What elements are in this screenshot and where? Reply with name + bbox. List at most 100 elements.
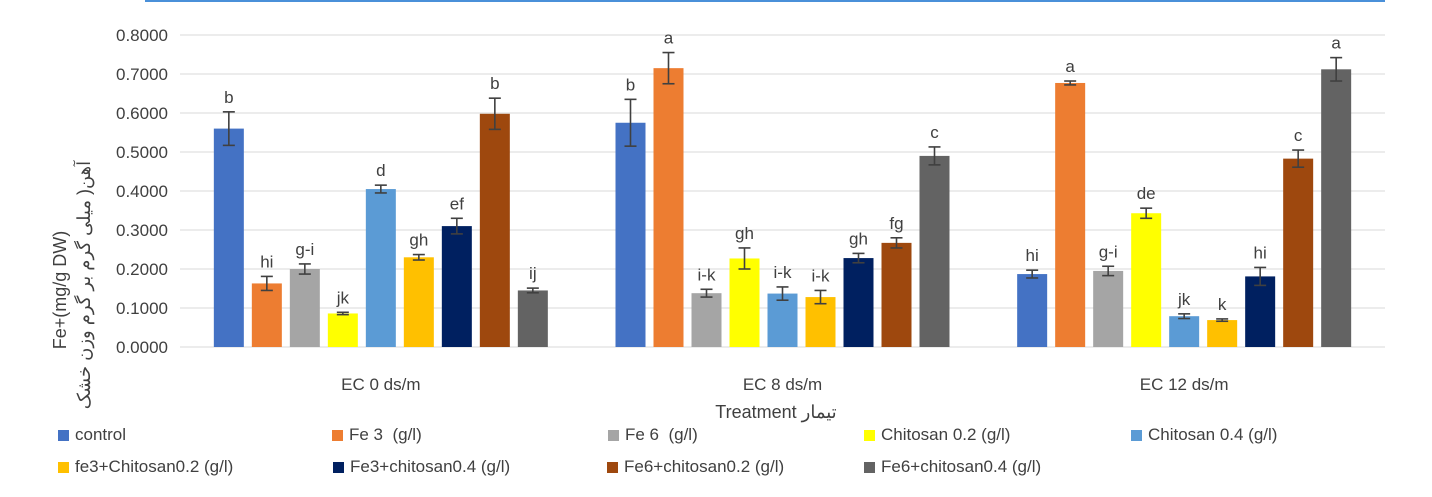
category-label: EC 0 ds/m — [341, 375, 420, 394]
bar — [517, 290, 548, 347]
y-tick-label: 0.5000 — [116, 143, 168, 162]
error-bar — [890, 237, 903, 249]
legend-item: Chitosan 0.4 (g/l) — [1131, 425, 1277, 445]
bar — [327, 313, 358, 347]
bar — [691, 293, 722, 347]
error-bar — [260, 275, 273, 292]
bar — [1169, 316, 1200, 347]
error-bar — [222, 111, 235, 147]
legend-label: Chitosan 0.2 (g/l) — [881, 425, 1011, 444]
error-bar — [1292, 149, 1305, 169]
data-label: a — [664, 29, 674, 48]
error-bar — [738, 247, 751, 270]
data-label: jk — [1177, 290, 1191, 309]
bar — [805, 297, 836, 347]
bar — [843, 258, 874, 347]
error-bar — [298, 263, 311, 275]
error-bar — [624, 98, 637, 147]
bar — [1017, 274, 1048, 347]
error-bar — [1178, 313, 1191, 320]
data-label: de — [1137, 184, 1156, 203]
data-label: i-k — [774, 263, 792, 282]
bar — [653, 68, 684, 348]
error-bar — [1064, 80, 1077, 86]
data-label: d — [376, 161, 385, 180]
legend-swatch — [607, 461, 618, 473]
error-bar — [1254, 266, 1267, 287]
bars — [213, 68, 1352, 348]
data-label: jk — [336, 288, 350, 307]
legend-label: Fe 3 (g/l) — [349, 425, 422, 444]
legend: control Fe 3 (g/l) Fe 6 (g/l) Chitosan 0.2 … — [58, 425, 1418, 487]
legend-label: fe3+Chitosan0.2 (g/l) — [75, 457, 234, 476]
error-bar — [928, 146, 941, 166]
error-bar — [374, 184, 387, 194]
y-tick-label: 0.6000 — [116, 104, 168, 123]
bar — [767, 293, 798, 347]
data-label: i-k — [698, 265, 716, 284]
legend-label: Fe 6 (g/l) — [625, 425, 698, 444]
data-label: g-i — [295, 240, 314, 259]
bar — [1245, 276, 1276, 347]
bar — [403, 257, 434, 347]
data-label: c — [1294, 126, 1303, 145]
error-bar — [412, 253, 425, 261]
error-bar — [852, 252, 865, 264]
legend-swatch — [608, 429, 619, 441]
data-label: ij — [529, 264, 537, 283]
bar — [1055, 82, 1086, 347]
legend-swatch — [332, 429, 343, 441]
data-label: hi — [260, 252, 273, 271]
error-bar — [662, 51, 675, 85]
data-label: b — [626, 75, 635, 94]
error-bar — [776, 286, 789, 302]
legend-label: Chitosan 0.4 (g/l) — [1148, 425, 1278, 444]
y-axis-title-persian: آهن( میلی گرم بر گرم وزن خشک — [73, 160, 95, 409]
data-label: gh — [849, 229, 868, 248]
error-bar — [336, 311, 349, 316]
legend-item: Fe3+chitosan0.4 (g/l) — [333, 457, 510, 477]
error-bar — [450, 217, 463, 235]
category-label: EC 8 ds/m — [743, 375, 822, 394]
legend-label: control — [75, 425, 127, 444]
bar — [1131, 213, 1162, 347]
legend-swatch — [864, 461, 875, 473]
data-label: gh — [409, 231, 428, 250]
legend-item: Fe 6 (g/l) — [608, 425, 698, 445]
data-label: b — [490, 74, 499, 93]
bar — [1321, 69, 1352, 347]
error-bar — [1330, 56, 1343, 82]
error-bar — [1216, 318, 1229, 323]
data-label: b — [224, 88, 233, 107]
bar — [729, 258, 760, 347]
legend-label: Fe3+chitosan0.4 (g/l) — [350, 457, 511, 476]
x-axis-title: Treatment تیمار — [715, 402, 836, 423]
y-tick-label: 0.1000 — [116, 299, 168, 318]
error-bar — [1102, 265, 1115, 277]
y-tick-label: 0.0000 — [116, 338, 168, 357]
data-label: ef — [450, 194, 464, 213]
bar — [919, 155, 950, 347]
y-tick-label: 0.7000 — [116, 65, 168, 84]
error-bar — [1140, 207, 1153, 220]
legend-label: Fe6+chitosan0.4 (g/l) — [881, 457, 1042, 476]
legend-label: Fe6+chitosan0.2 (g/l) — [624, 457, 785, 476]
bar — [1283, 158, 1314, 347]
error-bar — [814, 289, 827, 305]
legend-swatch — [1131, 429, 1142, 441]
y-axis-ticks: 0.0000 0.1000 0.2000 0.3000 0.4000 0.5000 0.60… — [116, 26, 168, 357]
error-bars — [222, 51, 1343, 323]
bar — [251, 283, 282, 347]
legend-item: control — [58, 425, 126, 445]
top-border-line — [145, 0, 1385, 2]
bar — [441, 226, 472, 347]
bar — [1093, 270, 1124, 347]
bar — [479, 113, 510, 347]
legend-swatch — [864, 429, 875, 441]
bar — [881, 242, 912, 347]
y-axis-title: Fe+(mg/g DW) — [50, 231, 70, 350]
legend-swatch — [58, 461, 69, 473]
y-tick-label: 0.8000 — [116, 26, 168, 45]
